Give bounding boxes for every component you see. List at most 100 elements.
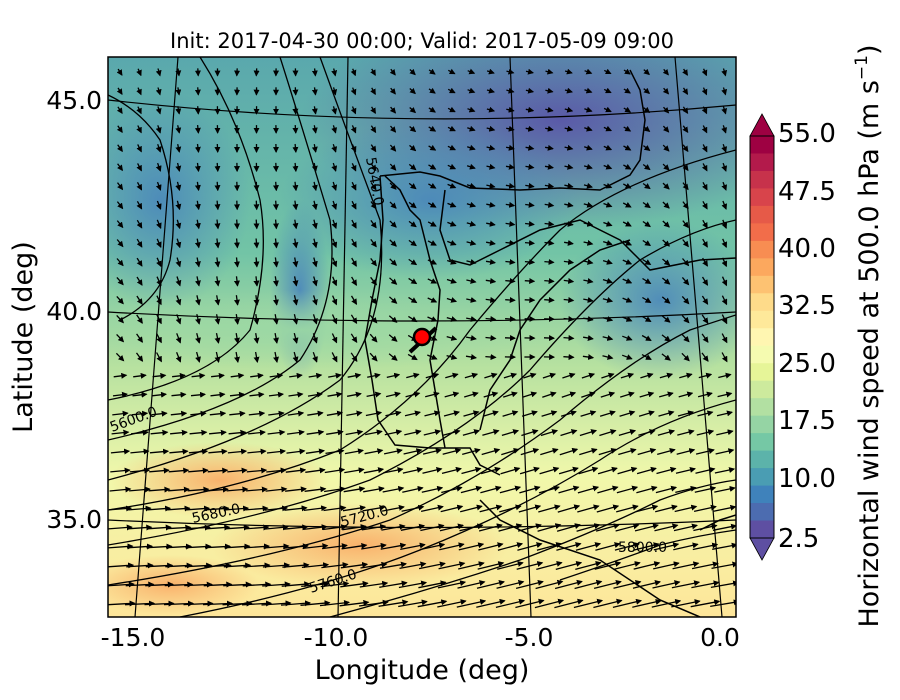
wind-arrow xyxy=(340,580,369,588)
wind-arrow xyxy=(233,276,240,287)
wind-arrow xyxy=(225,505,250,512)
wind-arrow xyxy=(312,351,318,363)
wind-arrow xyxy=(721,276,728,287)
wind-arrow xyxy=(622,182,632,189)
wind-arrow xyxy=(408,258,418,266)
wind-arrow xyxy=(272,200,279,211)
wind-arrow xyxy=(661,353,671,361)
wind-arrow xyxy=(272,219,279,230)
plot-title: Init: 2017-04-30 00:00; Valid: 2017-05-0… xyxy=(170,29,674,53)
wind-arrow xyxy=(486,125,496,132)
wind-arrow xyxy=(623,87,631,94)
wind-arrow xyxy=(383,467,404,474)
wind-arrow xyxy=(535,579,564,590)
wind-arrow xyxy=(698,372,713,379)
wind-arrow xyxy=(175,200,182,211)
wind-arrow xyxy=(389,163,397,171)
wind-arrow xyxy=(408,315,418,323)
wind-arrow xyxy=(191,372,206,379)
wind-arrow xyxy=(692,542,719,551)
wind-arrow xyxy=(459,523,484,532)
wind-arrow xyxy=(443,429,461,436)
wind-arrow xyxy=(525,125,535,132)
wind-arrow xyxy=(463,410,480,417)
wind-arrow xyxy=(346,391,362,398)
wind-arrow xyxy=(409,87,416,95)
wind-arrow xyxy=(366,391,382,398)
wind-arrow xyxy=(214,276,221,287)
wind-arrow xyxy=(272,238,279,249)
wind-arrow xyxy=(563,296,575,303)
wind-arrow xyxy=(382,486,405,493)
wind-arrow xyxy=(640,372,654,379)
wind-arrow xyxy=(388,334,398,342)
wind-arrow xyxy=(370,239,377,248)
wind-arrow xyxy=(116,220,124,229)
wind-arrow xyxy=(505,239,516,246)
wind-arrow xyxy=(370,258,377,267)
wind-arrow xyxy=(437,599,467,608)
wind-arrow xyxy=(467,68,476,75)
wind-arrow xyxy=(344,448,364,455)
wind-arrow xyxy=(156,295,162,306)
wind-arrow xyxy=(612,598,643,609)
wind-arrow xyxy=(266,467,287,474)
wind-arrow xyxy=(350,68,357,77)
wind-arrow xyxy=(525,182,535,189)
colorbar-tick-label: 55.0 xyxy=(778,119,836,149)
wind-arrow xyxy=(564,201,574,208)
wind-arrow xyxy=(447,125,456,132)
wind-arrow xyxy=(602,297,614,303)
wind-arrow xyxy=(525,201,535,208)
wind-arrow xyxy=(428,68,436,75)
wind-arrow xyxy=(385,410,402,417)
wind-arrow xyxy=(389,68,396,76)
wind-arrow xyxy=(603,163,613,170)
wind-arrow xyxy=(311,87,318,96)
wind-arrow xyxy=(194,143,201,153)
wind-arrow xyxy=(151,391,167,398)
wind-arrow xyxy=(227,448,248,455)
wind-arrow xyxy=(350,163,357,172)
wind-arrow xyxy=(467,106,476,113)
wind-arrow xyxy=(113,372,128,379)
wind-arrow xyxy=(662,106,670,114)
wind-arrow xyxy=(403,448,423,455)
wind-arrow xyxy=(603,106,612,113)
wind-arrow xyxy=(602,239,613,246)
wind-arrow xyxy=(408,239,417,247)
wind-arrow xyxy=(350,333,358,344)
wind-arrow xyxy=(480,466,501,475)
wind-arrow xyxy=(501,429,520,437)
wind-arrow xyxy=(717,391,733,398)
wind-arrow xyxy=(682,201,689,210)
wind-arrow xyxy=(525,220,535,227)
wind-arrow xyxy=(682,239,689,248)
wind-arrow xyxy=(583,297,594,303)
wind-arrow xyxy=(466,182,476,189)
wind-arrow xyxy=(503,391,518,398)
colorbar-extend-max xyxy=(749,113,775,137)
wind-arrow xyxy=(264,524,289,531)
wind-arrow xyxy=(194,162,201,173)
wind-arrow xyxy=(486,144,496,151)
wind-arrow xyxy=(544,163,554,170)
wind-arrow xyxy=(561,391,577,398)
wind-arrow xyxy=(643,106,651,114)
wind-arrow xyxy=(563,239,574,246)
wind-arrow xyxy=(427,316,438,322)
wind-arrow xyxy=(331,238,338,249)
wind-arrow xyxy=(261,600,292,607)
wind-arrow xyxy=(498,523,523,532)
wind-arrow xyxy=(408,163,417,171)
wind-arrow xyxy=(466,297,477,303)
wind-arrow xyxy=(381,504,405,512)
wind-arrow xyxy=(617,466,638,475)
wind-arrow xyxy=(287,410,305,417)
wind-arrow xyxy=(186,524,211,531)
wind-arrow xyxy=(597,485,619,494)
wind-arrow xyxy=(168,467,190,474)
wind-arrow xyxy=(542,372,557,379)
wind-arrow xyxy=(441,466,462,475)
